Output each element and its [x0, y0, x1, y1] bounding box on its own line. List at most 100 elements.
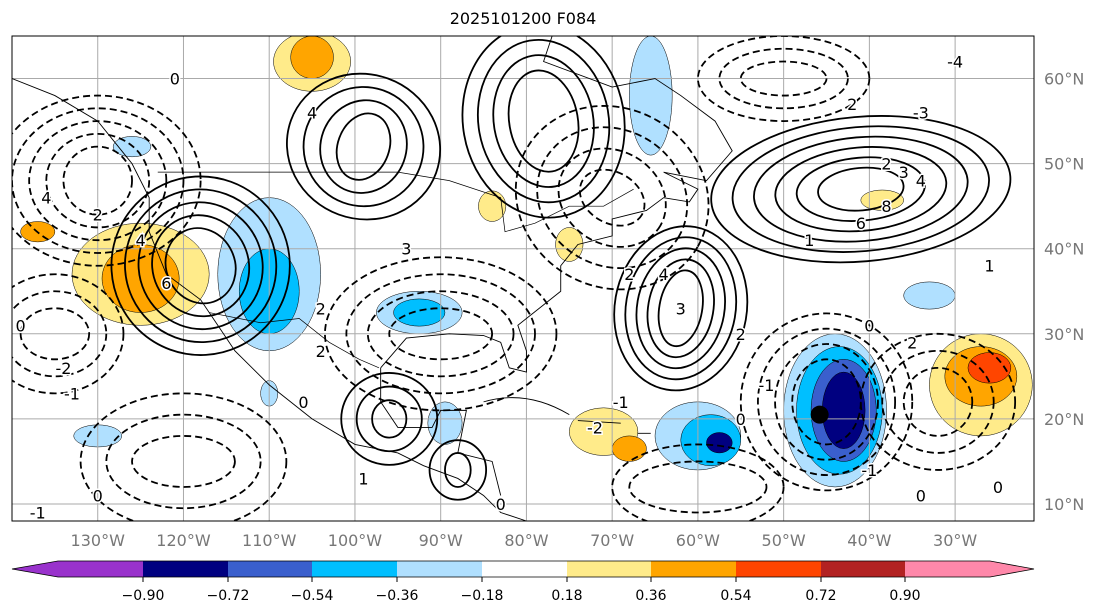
colorbar-tick-label: 0.72 [805, 588, 836, 604]
lon-label: 90°W [419, 531, 463, 550]
colorbar-segment [397, 561, 482, 577]
contour-label: 2 [847, 95, 857, 114]
dashed-contour [791, 358, 862, 446]
lat-label: 40°N [1044, 240, 1084, 259]
colorbar-tick-label: 0.90 [889, 588, 920, 604]
contour-label: -1 [64, 384, 80, 403]
contour-label: 1 [358, 469, 368, 488]
colorbar-segment [651, 561, 736, 577]
contour-label: -4 [947, 53, 963, 72]
dashed-contour [739, 60, 828, 97]
solid-contour [774, 146, 948, 233]
dashed-contour [345, 273, 536, 395]
solid-contour [710, 115, 1012, 264]
colorbar-tick-label: −0.54 [291, 588, 334, 604]
lon-label: 100°W [328, 531, 383, 550]
coastline [12, 78, 527, 521]
lon-label: 120°W [156, 531, 211, 550]
contour-label: 1 [984, 257, 994, 276]
contour-label: 2 [624, 265, 634, 284]
solid-contour [492, 54, 595, 188]
dashed-contour [536, 126, 689, 270]
solid-contour [635, 247, 726, 370]
solid-contour [335, 112, 392, 181]
contour-label: -1 [759, 376, 775, 395]
dashed-contour [557, 147, 667, 248]
contour-label: 6 [161, 274, 171, 293]
lon-label: 60°W [676, 531, 720, 550]
lon-label: 70°W [590, 531, 634, 550]
contour-label: 0 [496, 495, 506, 514]
solid-contour [476, 38, 611, 204]
dashed-contour [366, 290, 515, 378]
shaded-area [393, 298, 446, 327]
dashed-contour [79, 392, 288, 521]
colorbar-segment [736, 561, 821, 577]
solid-contour [817, 166, 905, 212]
solid-contour [286, 72, 442, 221]
map-title: 2025101200 F084 [449, 9, 597, 28]
solid-contour [731, 125, 990, 253]
lat-label: 60°N [1044, 70, 1084, 89]
colorbar-segment [905, 561, 990, 577]
solid-contour [753, 135, 969, 243]
dashed-contour [757, 327, 897, 476]
dashed-contour [388, 307, 494, 361]
solid-contour [624, 236, 738, 381]
contour-label: -1 [30, 503, 46, 522]
dashed-contour [902, 366, 974, 437]
map-frame [11, 35, 1035, 522]
colorbar-tick-label: 0.36 [635, 588, 666, 604]
dashed-contour [611, 443, 785, 521]
shaded-area [821, 371, 866, 449]
colorbar-segment [312, 561, 397, 577]
shaded-area [903, 281, 956, 310]
lon-label: 30°W [933, 531, 977, 550]
colorbar-segment [228, 561, 312, 577]
solid-contour [428, 439, 488, 501]
contour-label: 2 [316, 299, 326, 318]
solid-contour [164, 227, 237, 305]
dashed-contour [774, 343, 879, 461]
colorbar-tick-label: −0.72 [207, 588, 250, 604]
colorbar-tick-label: 0.54 [720, 588, 751, 604]
dashed-contour [12, 273, 125, 395]
contour-label: 6 [856, 214, 866, 233]
solid-contour [124, 188, 278, 344]
contour-label: -2 [55, 359, 71, 378]
colorbar-extend-min [12, 561, 58, 577]
position-marker [810, 405, 829, 424]
us-mexico-border [209, 312, 380, 369]
dashed-contour [739, 312, 914, 492]
contour-label: 3 [899, 163, 909, 182]
dashed-contour [45, 132, 151, 229]
contour-label: -1 [613, 393, 629, 412]
contour-label: -2 [587, 418, 603, 437]
solid-contour [340, 372, 439, 466]
contour-label: 4 [136, 231, 146, 250]
solid-contour [461, 36, 626, 219]
colorbar-tick-label: 0.18 [551, 588, 582, 604]
lat-label: 20°N [1044, 410, 1084, 429]
contour-label: 0 [93, 486, 103, 505]
solid-contour [507, 69, 580, 173]
contour-label: 2 [736, 325, 746, 344]
contour-label: -1 [861, 461, 877, 480]
shaded-area [706, 432, 733, 454]
solid-contour [355, 385, 423, 453]
contour-label: 8 [881, 197, 891, 216]
shaded-area [555, 227, 584, 262]
dashed-contour [105, 413, 262, 510]
dashed-contour [859, 332, 1017, 471]
lon-label: 130°W [71, 531, 126, 550]
lon-label: 50°W [762, 531, 806, 550]
dashed-contour [12, 107, 185, 254]
dashed-contour [12, 94, 202, 267]
dashed-contour [578, 168, 646, 227]
contour-label: 0 [736, 410, 746, 429]
contour-label: 1 [804, 231, 814, 250]
colorbar-tick-label: −0.18 [461, 588, 504, 604]
coastlines [12, 36, 733, 521]
dashed-contour [19, 307, 91, 361]
